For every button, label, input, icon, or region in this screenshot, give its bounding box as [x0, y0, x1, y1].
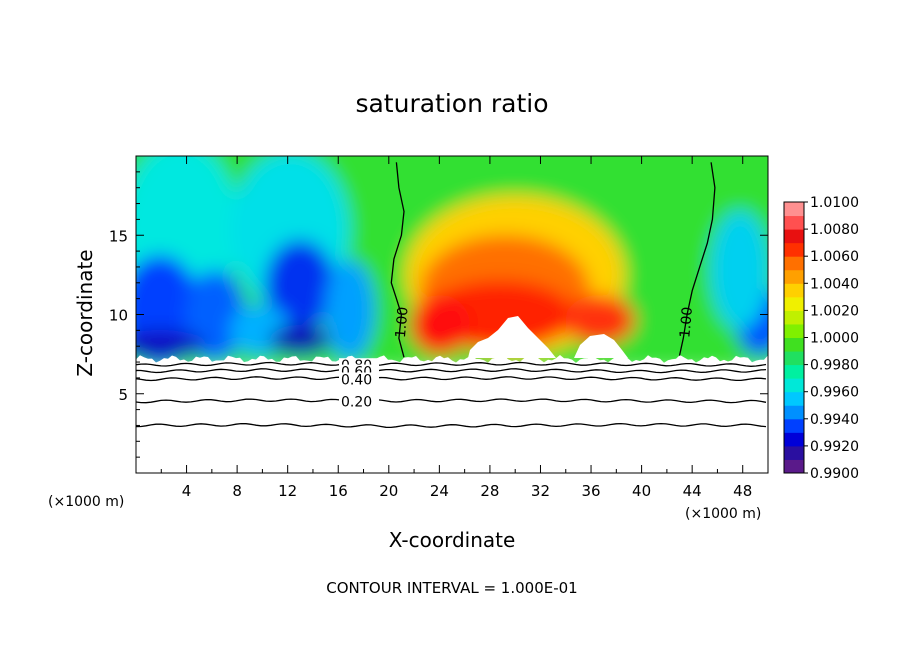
- colorbar-label: 1.0020: [810, 303, 859, 319]
- colorbar-swatch: [784, 351, 804, 366]
- missing-data-region: [574, 334, 628, 358]
- colorbar-swatch: [784, 296, 804, 311]
- contour-label: 0.20: [341, 395, 372, 411]
- x-tick-label: 12: [278, 482, 297, 500]
- x-tick-label: 20: [379, 482, 398, 500]
- contour-lines: 1.001.000.800.600.400.20: [136, 162, 767, 429]
- contour-interval-note: CONTOUR INTERVAL = 1.000E-01: [326, 579, 577, 597]
- colorbar-label: 1.0080: [810, 222, 859, 238]
- contour-label-bg: [339, 372, 379, 387]
- contour-line: [678, 162, 716, 356]
- contour-line: [136, 398, 767, 404]
- x-tick-label: 24: [430, 482, 449, 500]
- x-tick-label: 16: [329, 482, 348, 500]
- colorbar-swatch: [784, 256, 804, 271]
- y-axis-label: Z-coordinate: [73, 249, 97, 376]
- colorbar-label: 1.0040: [810, 276, 859, 292]
- y-axis-ticks: 5 10 15: [109, 171, 768, 458]
- contour-line: [136, 361, 767, 367]
- colorbar-label: 1.0100: [810, 195, 859, 211]
- x-tick-label: 28: [480, 482, 499, 500]
- colorbar-label: 1.0060: [810, 249, 859, 265]
- colorbar-swatch: [784, 283, 804, 298]
- colorbar-swatch: [784, 229, 804, 244]
- x-axis-label: X-coordinate: [389, 528, 516, 552]
- colorbar-label: 0.9940: [810, 412, 859, 428]
- colorbar-swatch: [784, 391, 804, 406]
- x-tick-label: 8: [232, 482, 242, 500]
- contour-line: [136, 376, 767, 382]
- colorbar-swatch: [784, 310, 804, 325]
- chart-title: saturation ratio: [355, 89, 548, 118]
- colorbar: 1.0100 1.0080 1.0060 1.0040 1.0020 1.0000 0.99…: [783, 195, 859, 482]
- y-tick-label: 15: [109, 227, 128, 245]
- x-tick-label: 4: [182, 482, 192, 500]
- colorbar-label: 0.9920: [810, 439, 859, 455]
- colorbar-label: 0.9980: [810, 358, 859, 374]
- missing-data-region: [468, 316, 556, 358]
- colorbar-label: 0.9960: [810, 385, 859, 401]
- contour-line: [136, 368, 767, 374]
- colorbar-swatch: [784, 445, 804, 460]
- colorbar-swatch: [784, 242, 804, 257]
- x-tick-label: 32: [531, 482, 550, 500]
- colorbar-swatch: [784, 323, 804, 338]
- contour-line: [390, 162, 405, 358]
- colorbar-swatch: [784, 202, 804, 217]
- plot-area: 1.001.000.800.600.400.20: [136, 156, 768, 473]
- color-field: [136, 156, 768, 363]
- colorbar-label: 1.0000: [810, 331, 859, 347]
- x-tick-label: 44: [683, 482, 702, 500]
- colorbar-swatch: [784, 378, 804, 393]
- colorbar-label: 0.9900: [810, 466, 859, 482]
- y-tick-label: 5: [118, 386, 128, 404]
- contour-label: 1.00: [677, 306, 696, 338]
- colorbar-swatch: [784, 337, 804, 352]
- colorbar-swatch: [784, 432, 804, 447]
- y-tick-label: 10: [109, 307, 128, 325]
- colorbar-swatch: [784, 459, 804, 474]
- contour-label: 0.40: [341, 372, 372, 388]
- colorbar-swatch: [784, 418, 804, 433]
- x-tick-label: 48: [733, 482, 752, 500]
- colorbar-swatch: [784, 405, 804, 420]
- x-tick-label: 40: [632, 482, 651, 500]
- colorbar-swatch: [784, 215, 804, 230]
- x-axis-ticks: 4 8 12 16 20 24 28 32 36 40 44 48: [160, 156, 752, 500]
- x-unit-left: (×1000 m): [48, 494, 124, 510]
- colorbar-swatch: [784, 364, 804, 379]
- x-tick-label: 36: [581, 482, 600, 500]
- colorbar-swatch: [784, 269, 804, 284]
- contour-label-bg: [339, 394, 379, 409]
- contour-label: 1.00: [393, 306, 412, 338]
- contour-line: [136, 422, 767, 429]
- x-unit-right: (×1000 m): [685, 506, 761, 522]
